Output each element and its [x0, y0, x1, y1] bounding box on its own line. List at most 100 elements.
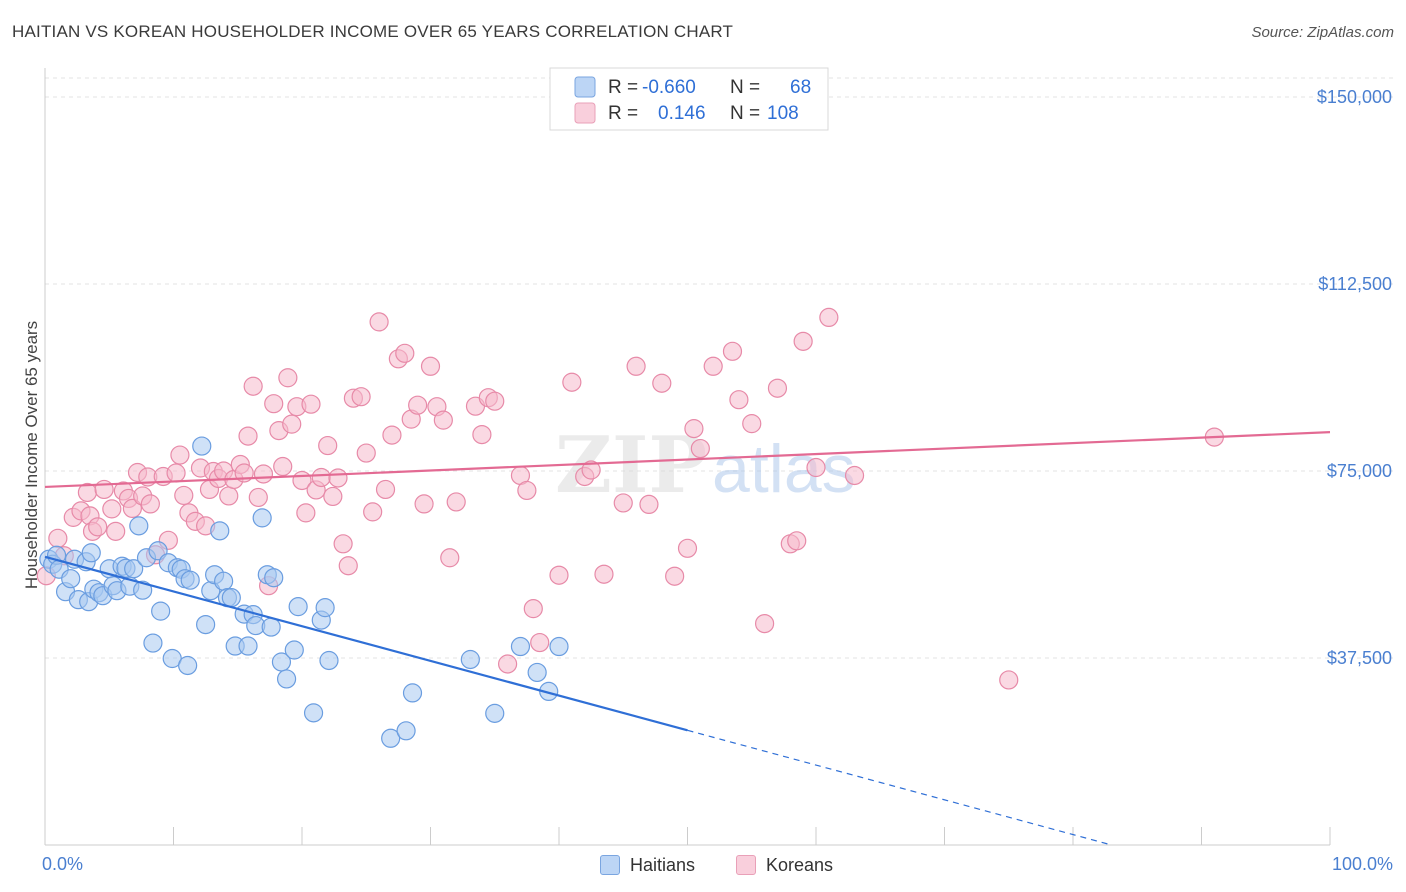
trend-line-haitians-extension [687, 729, 1112, 846]
data-point [729, 390, 749, 410]
legend-item-haitians[interactable]: Haitians [600, 852, 695, 878]
data-point [303, 703, 324, 723]
data-point [594, 564, 614, 584]
data-point [703, 356, 723, 376]
data-point [684, 419, 704, 439]
data-point [665, 566, 685, 586]
data-point [333, 534, 353, 554]
data-point [253, 464, 274, 484]
y-tick-label: $37,500 [1327, 648, 1392, 668]
data-point [133, 580, 153, 600]
data-point [264, 394, 284, 414]
data-point [243, 376, 263, 396]
legend-n-value-2: 108 [767, 103, 799, 124]
data-point [433, 410, 453, 430]
data-point [523, 599, 543, 619]
y-axis-label: Householder Income Over 65 years [22, 321, 41, 589]
watermark: ZIP atlas [555, 420, 856, 511]
x-tick-label-max: 100.0% [1332, 854, 1393, 874]
data-point [510, 636, 531, 657]
data-point [485, 391, 505, 411]
data-point [88, 517, 108, 537]
data-point [122, 498, 142, 518]
data-point [742, 414, 762, 434]
data-point [129, 516, 149, 536]
data-point [396, 721, 416, 741]
data-point [284, 640, 304, 660]
data-point [414, 494, 434, 514]
correlation-legend: R = -0.660 N = 68 R = 0.146 N = 108 [549, 67, 829, 131]
data-point [196, 614, 216, 635]
data-point [356, 443, 376, 463]
data-point [301, 394, 321, 414]
data-point [549, 565, 569, 585]
data-point [248, 487, 268, 508]
data-point [264, 568, 284, 588]
data-point [288, 597, 308, 617]
watermark-zip: ZIP [555, 420, 707, 511]
data-point [315, 598, 335, 618]
data-point [276, 669, 297, 689]
legend-r-value-1: -0.660 [642, 77, 696, 98]
data-point [498, 654, 518, 674]
data-point [460, 649, 480, 670]
data-point [806, 457, 826, 478]
axes [44, 68, 1331, 846]
data-point [278, 368, 298, 388]
data-point [793, 331, 813, 351]
data-point [143, 633, 163, 653]
data-point [180, 570, 200, 590]
data-point [844, 465, 865, 486]
data-point [408, 395, 428, 415]
chart-title: HAITIAN VS KOREAN HOUSEHOLDER INCOME OVE… [12, 22, 734, 41]
data-point [382, 425, 402, 445]
legend-r-value-2: 0.146 [658, 103, 706, 124]
data-point [754, 613, 775, 634]
data-point [174, 485, 194, 506]
legend-item-koreans[interactable]: Koreans [736, 852, 833, 878]
legend-label-haitians: Haitians [630, 854, 696, 875]
data-point [319, 650, 339, 671]
data-point [328, 468, 348, 488]
series-koreans [36, 307, 1224, 690]
data-point [323, 486, 343, 507]
data-point [81, 543, 101, 563]
data-point [221, 588, 241, 608]
data-point [214, 571, 234, 591]
data-point [311, 467, 331, 488]
data-point [440, 548, 460, 568]
trend-line-koreans [44, 431, 1331, 489]
data-point [517, 480, 537, 501]
data-point [613, 493, 633, 513]
data-point [549, 636, 569, 657]
data-point [402, 683, 423, 703]
data-point [581, 460, 601, 480]
data-point [472, 424, 492, 445]
data-point [690, 438, 710, 459]
data-point [252, 508, 272, 528]
data-point [369, 312, 389, 332]
data-point [192, 436, 212, 456]
tick-labels: $37,500 $75,000 $112,500 $150,000 0.0% 100.0% [42, 87, 1393, 874]
koreans-swatch [736, 855, 756, 875]
data-point [61, 569, 81, 589]
legend-r-label-1: R = [608, 77, 638, 98]
data-point [296, 503, 316, 523]
data-point [530, 632, 550, 653]
data-point [527, 662, 547, 683]
data-point [626, 356, 646, 376]
legend-label-koreans: Koreans [766, 854, 834, 875]
data-point [106, 521, 126, 541]
data-point [178, 655, 198, 676]
data-point [652, 373, 672, 393]
data-point [677, 538, 698, 558]
data-point [170, 445, 190, 465]
trend-line-haitians [44, 555, 688, 732]
data-point [446, 492, 466, 512]
data-point [238, 426, 258, 446]
data-point [562, 372, 582, 392]
y-tick-label: $112,500 [1318, 274, 1392, 294]
haitians-swatch [600, 855, 620, 875]
data-point [381, 728, 401, 748]
